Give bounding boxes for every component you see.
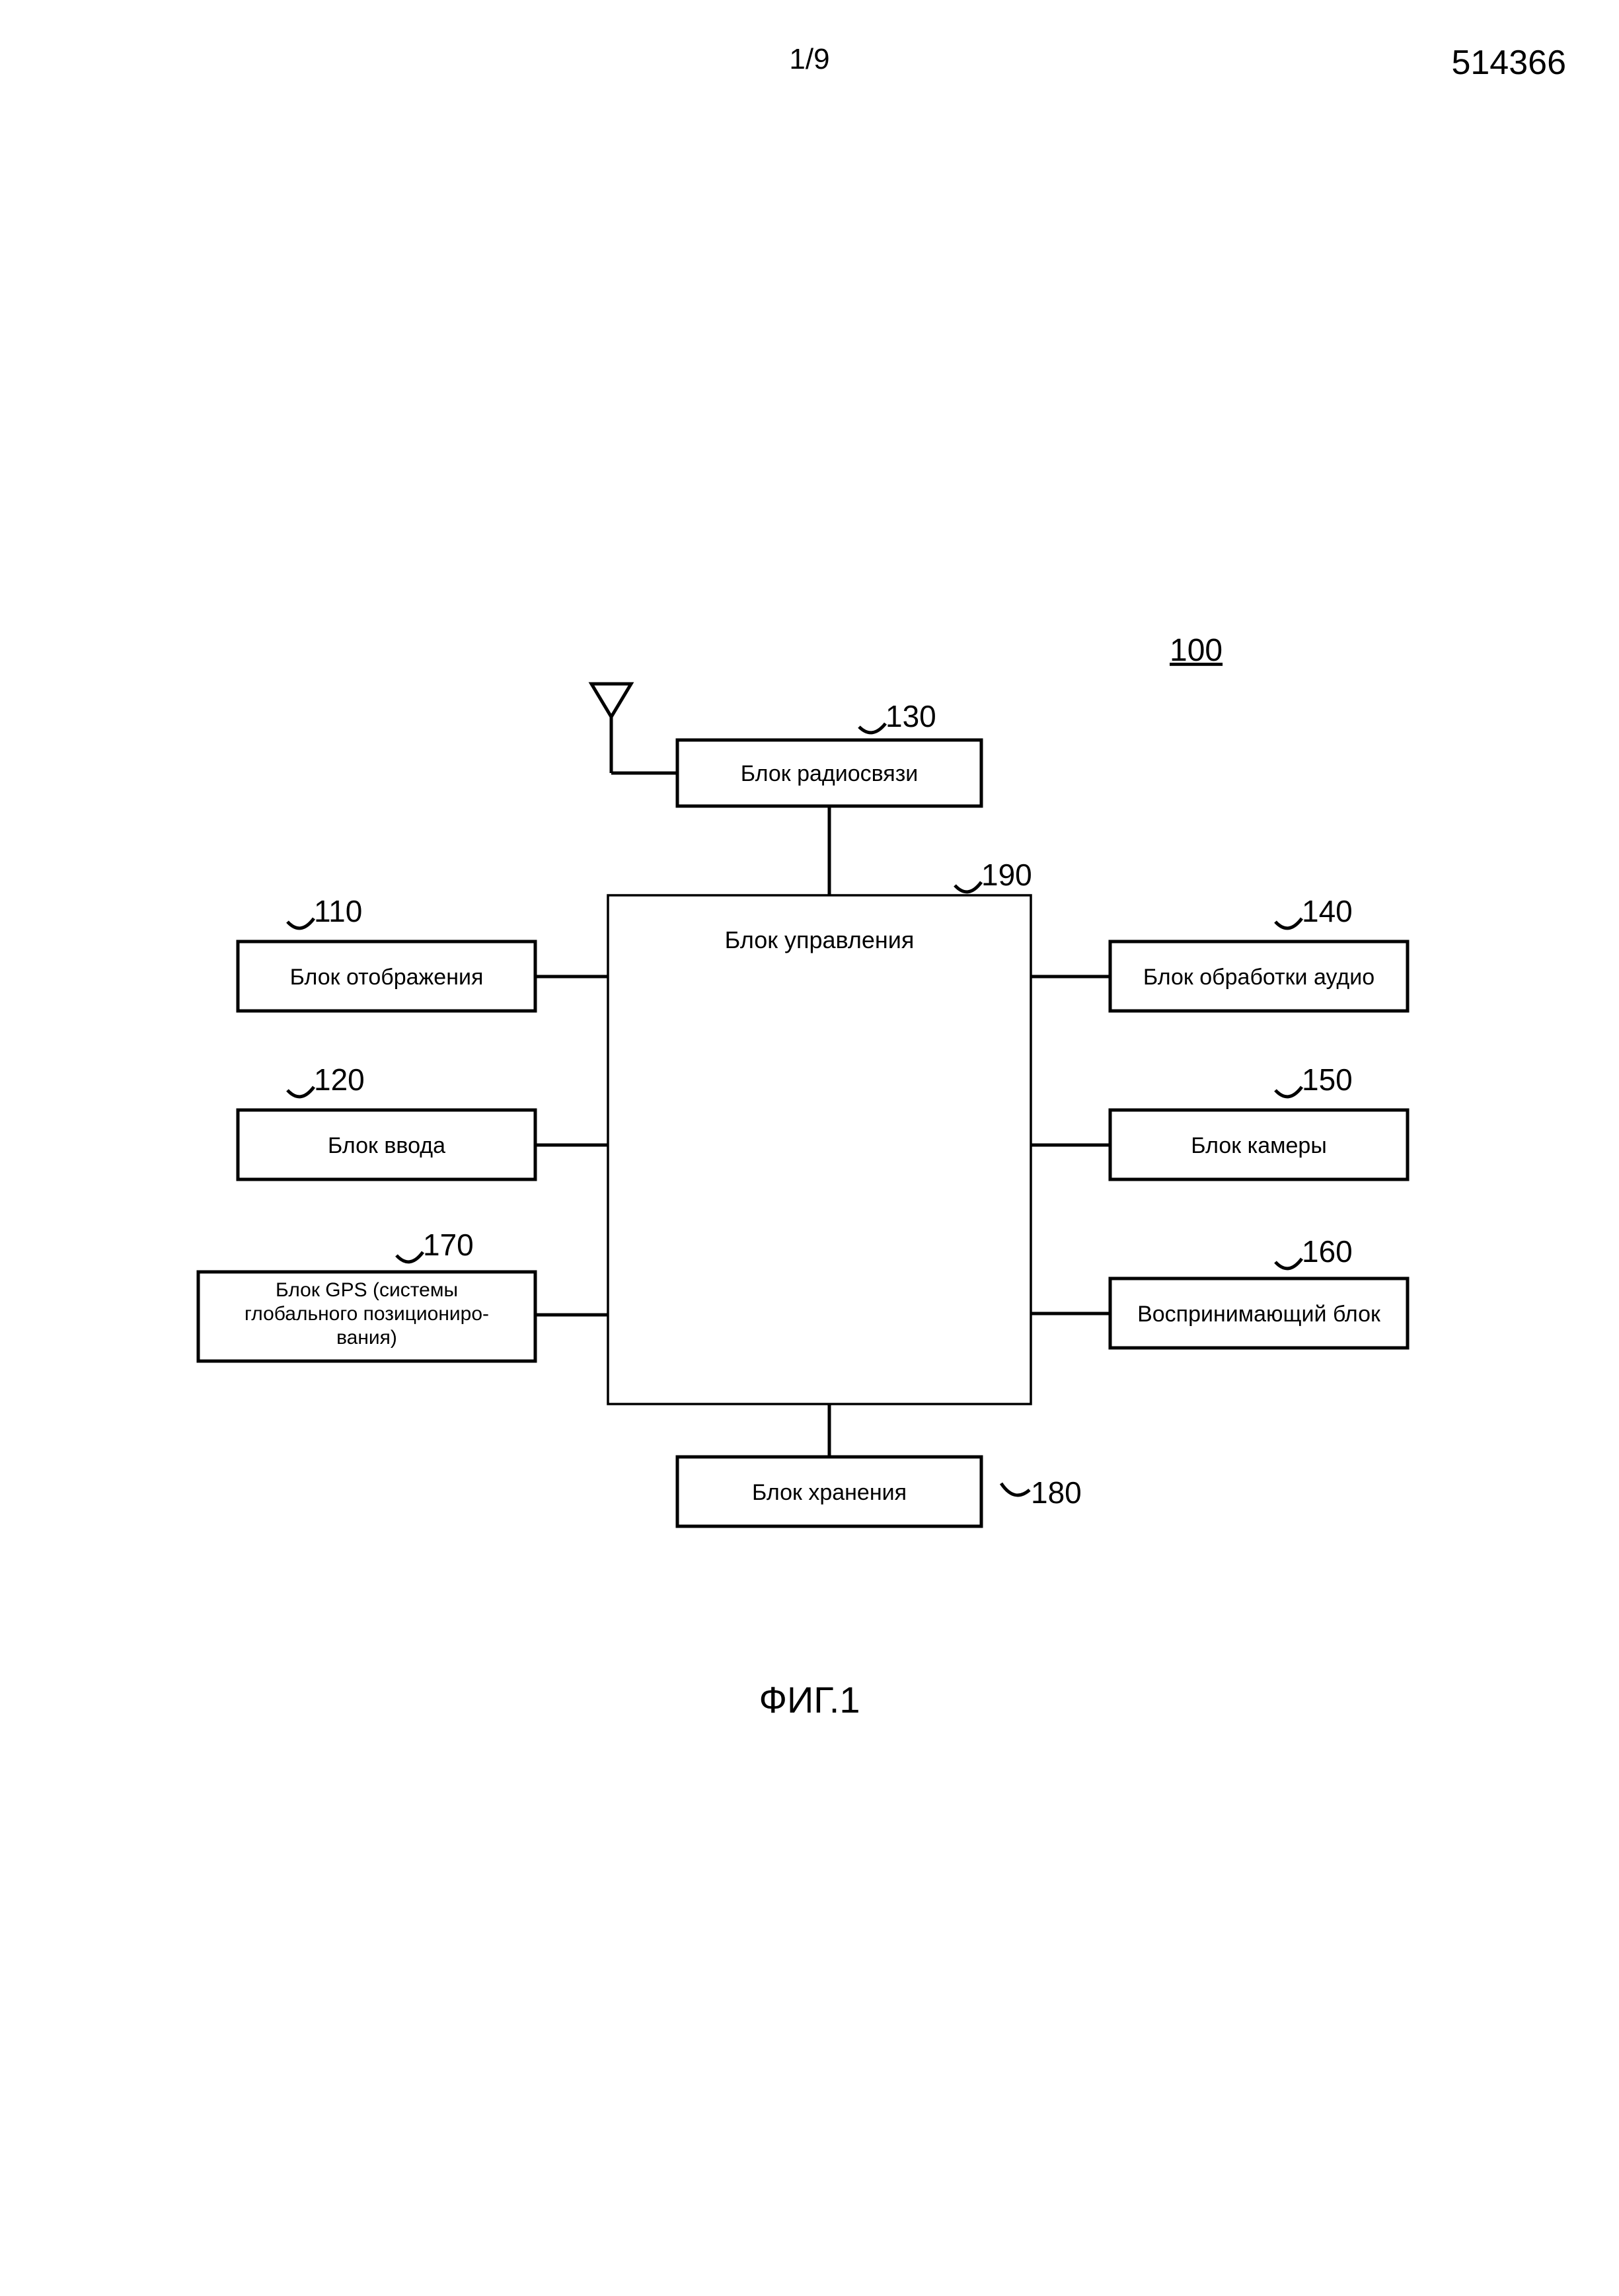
camera-block: Блок камеры 150 (1110, 1062, 1408, 1179)
display-block-label: Блок отображения (290, 965, 484, 990)
camera-block-label: Блок камеры (1191, 1133, 1327, 1158)
control-block: Блок управления 190 (608, 858, 1032, 1404)
diagram-svg: 100 Блок радиосвязи 130 Блок управления … (0, 0, 1619, 2296)
storage-block: Блок хранения 180 (677, 1457, 1082, 1526)
radio-block-label: Блок радиосвязи (741, 761, 919, 786)
radio-block: Блок радиосвязи 130 (677, 699, 981, 806)
sensor-block-label: Воспринимающий блок (1137, 1302, 1381, 1327)
input-block-ref: 120 (314, 1062, 365, 1097)
input-block: Блок ввода 120 (238, 1062, 535, 1179)
sensor-block-ref: 160 (1302, 1234, 1353, 1269)
camera-block-ref: 150 (1302, 1062, 1353, 1097)
display-block: Блок отображения 110 (238, 894, 535, 1011)
gps-block-label-2: глобального позициониро- (245, 1303, 489, 1325)
storage-block-label: Блок хранения (752, 1480, 907, 1505)
gps-block: Блок GPS (системы глобального позиционир… (198, 1228, 535, 1361)
gps-block-ref: 170 (423, 1228, 474, 1262)
page: 1/9 514366 100 Блок радиосвязи 130 Блок … (0, 0, 1619, 2296)
system-ref: 100 (1170, 633, 1223, 668)
sensor-block: Воспринимающий блок 160 (1110, 1234, 1408, 1348)
control-block-ref: 190 (981, 858, 1032, 892)
storage-block-ref: 180 (1031, 1475, 1082, 1510)
audio-block: Блок обработки аудио 140 (1110, 894, 1408, 1011)
audio-block-ref: 140 (1302, 894, 1353, 928)
gps-block-label-3: вания) (336, 1327, 397, 1349)
gps-block-label-1: Блок GPS (системы (276, 1279, 458, 1301)
audio-block-label: Блок обработки аудио (1143, 965, 1374, 990)
figure-caption: ФИГ.1 (0, 1678, 1619, 1721)
radio-block-ref: 130 (885, 699, 936, 733)
input-block-label: Блок ввода (328, 1133, 445, 1158)
control-block-label: Блок управления (725, 926, 915, 953)
antenna-icon (591, 684, 677, 773)
display-block-ref: 110 (314, 894, 362, 928)
